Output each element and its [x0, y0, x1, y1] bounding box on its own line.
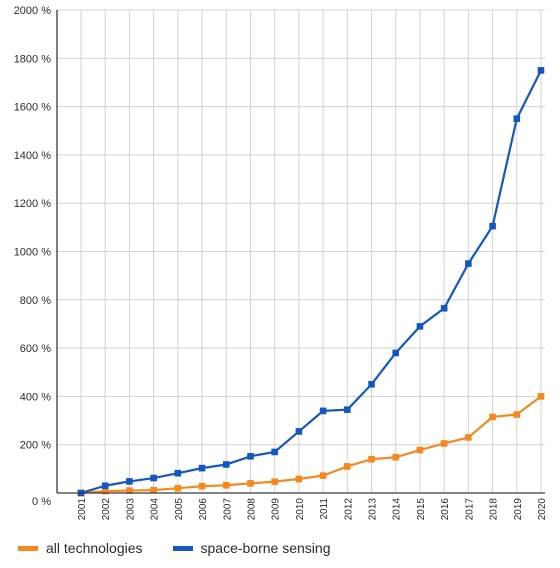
- data-point-all-technologies: [296, 476, 303, 483]
- data-point-all-technologies: [344, 463, 351, 470]
- y-axis-ticks: 0 % 200 % 400 % 600 % 800 % 1000 % 1200 % 1400 …: [14, 5, 52, 508]
- y-tick-label: 1200 %: [14, 198, 52, 210]
- legend-swatch-orange: [18, 546, 38, 551]
- data-point-space-borne-sensing: [223, 461, 230, 468]
- data-point-space-borne-sensing: [126, 478, 133, 485]
- y-tick-label: 200 %: [20, 440, 51, 452]
- x-axis-ticks: 2001 2002 2003 2004 2005 2006 2007 2008 2009 2010…: [77, 498, 548, 521]
- data-point-all-technologies: [465, 434, 472, 441]
- data-point-all-technologies: [417, 447, 424, 454]
- data-point-space-borne-sensing: [513, 115, 520, 122]
- x-tick-label: 2011: [319, 498, 330, 520]
- data-point-space-borne-sensing: [368, 381, 375, 388]
- x-tick-label: 2018: [489, 498, 500, 521]
- data-point-all-technologies: [320, 472, 327, 479]
- data-point-space-borne-sensing: [344, 406, 351, 413]
- data-point-all-technologies: [199, 483, 206, 490]
- x-tick-label: 2016: [440, 498, 451, 521]
- x-tick-label: 2013: [368, 498, 379, 521]
- y-tick-label: 1000 %: [14, 247, 52, 259]
- data-point-space-borne-sensing: [538, 67, 545, 74]
- data-point-all-technologies: [368, 456, 375, 463]
- y-tick-label: 1400 %: [14, 150, 52, 162]
- data-point-space-borne-sensing: [465, 260, 472, 267]
- data-point-space-borne-sensing: [441, 305, 448, 312]
- legend-item-space-borne-sensing: space-borne sensing: [173, 540, 331, 556]
- x-tick-label: 2012: [343, 498, 354, 521]
- data-point-space-borne-sensing: [199, 465, 206, 472]
- data-point-space-borne-sensing: [247, 453, 254, 460]
- data-point-all-technologies: [247, 480, 254, 487]
- data-point-space-borne-sensing: [102, 482, 109, 489]
- data-point-space-borne-sensing: [417, 323, 424, 330]
- legend-item-all-technologies: all technologies: [18, 540, 143, 556]
- x-tick-label: 2017: [464, 498, 475, 521]
- legend-label-space-borne-sensing: space-borne sensing: [201, 540, 331, 556]
- x-tick-label: 2020: [537, 498, 548, 521]
- data-point-all-technologies: [538, 393, 545, 400]
- data-point-all-technologies: [489, 414, 496, 421]
- x-tick-label: 2002: [101, 498, 112, 521]
- legend: all technologies space-borne sensing: [18, 540, 331, 556]
- legend-swatch-blue: [173, 546, 193, 551]
- data-point-all-technologies: [513, 411, 520, 418]
- y-tick-label: 0 %: [32, 496, 51, 508]
- series-line-space-borne-sensing: [81, 70, 541, 493]
- data-point-space-borne-sensing: [296, 428, 303, 435]
- y-tick-label: 1800 %: [14, 53, 52, 65]
- y-tick-label: 800 %: [20, 295, 51, 307]
- series-layer: [78, 67, 545, 496]
- x-tick-label: 2004: [150, 498, 161, 521]
- legend-label-all-technologies: all technologies: [46, 540, 143, 556]
- data-point-space-borne-sensing: [150, 475, 157, 482]
- data-point-all-technologies: [271, 478, 278, 485]
- data-point-space-borne-sensing: [271, 449, 278, 456]
- data-point-space-borne-sensing: [175, 470, 182, 477]
- x-tick-label: 2009: [271, 498, 282, 521]
- y-tick-label: 400 %: [20, 391, 51, 403]
- data-point-space-borne-sensing: [392, 350, 399, 357]
- x-tick-label: 2007: [222, 498, 233, 521]
- x-tick-label: 2006: [198, 498, 209, 521]
- data-point-all-technologies: [441, 440, 448, 447]
- data-point-all-technologies: [392, 454, 399, 461]
- data-point-all-technologies: [175, 485, 182, 492]
- data-point-all-technologies: [223, 482, 230, 489]
- data-point-space-borne-sensing: [320, 408, 327, 415]
- x-tick-label: 2015: [416, 498, 427, 521]
- x-tick-label: 2010: [295, 498, 306, 521]
- x-tick-label: 2019: [513, 498, 524, 521]
- x-tick-label: 2008: [246, 498, 257, 521]
- y-tick-label: 1600 %: [14, 102, 52, 114]
- x-tick-label: 2003: [125, 498, 136, 521]
- y-tick-label: 2000 %: [14, 5, 52, 17]
- y-tick-label: 600 %: [20, 343, 51, 355]
- x-tick-label: 2005: [174, 498, 185, 521]
- x-tick-label: 2014: [392, 498, 403, 521]
- grid-layer: [57, 10, 545, 493]
- x-tick-label: 2001: [77, 498, 88, 521]
- data-point-space-borne-sensing: [489, 223, 496, 230]
